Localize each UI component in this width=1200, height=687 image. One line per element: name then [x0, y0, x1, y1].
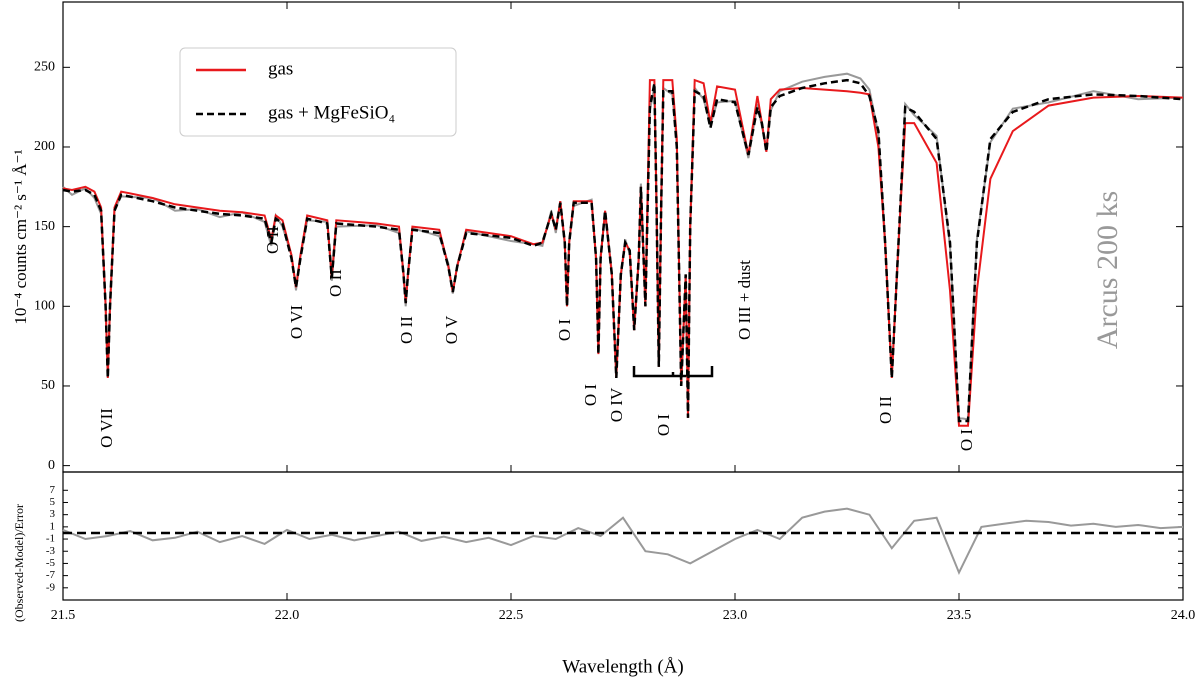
- y-tick-label: -7: [46, 569, 56, 581]
- y-tick-label: -5: [46, 557, 56, 569]
- line-label: O I: [555, 319, 574, 342]
- y-tick-label: -3: [46, 545, 56, 557]
- residual-frame: [62, 471, 1184, 601]
- line-label: O II: [263, 226, 282, 254]
- x-tick-label: 22.0: [275, 608, 300, 623]
- line-label: O II: [326, 269, 345, 297]
- y-tick-label: 0: [48, 458, 55, 473]
- line-label: O II: [876, 396, 895, 424]
- x-axis-label: Wavelength (Å): [562, 656, 683, 677]
- y-tick-label: 1: [50, 520, 56, 532]
- line-label: O I: [957, 429, 976, 452]
- x-tick-label: 21.5: [51, 608, 76, 623]
- line-label: O III + dust: [735, 260, 754, 340]
- y-tick-label: 200: [34, 139, 55, 154]
- watermark: Arcus 200 ks: [1091, 191, 1124, 349]
- y-tick-label: -9: [46, 581, 56, 593]
- line-label: O V: [442, 315, 461, 344]
- x-tick-label: 22.5: [499, 608, 524, 623]
- x-tick-label: 24.0: [1171, 608, 1196, 623]
- y-tick-label: 50: [41, 378, 55, 393]
- legend: gas gas + MgFeSiO₄: [179, 47, 457, 137]
- line-label: O VII: [97, 408, 116, 448]
- bracket: [632, 366, 714, 378]
- line-label: O VI: [287, 305, 306, 339]
- legend-box: [179, 47, 457, 137]
- line-label: O II: [397, 316, 416, 344]
- y-tick-label: 100: [34, 299, 55, 314]
- legend-label: gas + MgFeSiO₄: [268, 102, 395, 123]
- y-tick-label: 250: [34, 60, 55, 75]
- series-line: [62, 78, 1184, 423]
- residual-y-label: (Observed-Model)/Error: [12, 504, 26, 622]
- series-line: [62, 507, 1184, 576]
- y-tick-label: -1: [46, 533, 55, 545]
- legend-label: gas: [268, 58, 293, 79]
- line-label: O I: [654, 414, 673, 437]
- y-tick-label: 5: [50, 496, 56, 508]
- y-tick-label: 150: [34, 219, 55, 234]
- line-label: O IV: [607, 387, 626, 422]
- line-label: O I: [581, 384, 600, 407]
- y-tick-label: 7: [50, 484, 56, 496]
- y-axis-label: 10⁻⁴ counts cm⁻² s⁻¹ Å⁻¹: [11, 149, 30, 324]
- y-tick-label: 3: [50, 508, 56, 520]
- x-tick-label: 23.5: [947, 608, 972, 623]
- x-tick-label: 23.0: [723, 608, 748, 623]
